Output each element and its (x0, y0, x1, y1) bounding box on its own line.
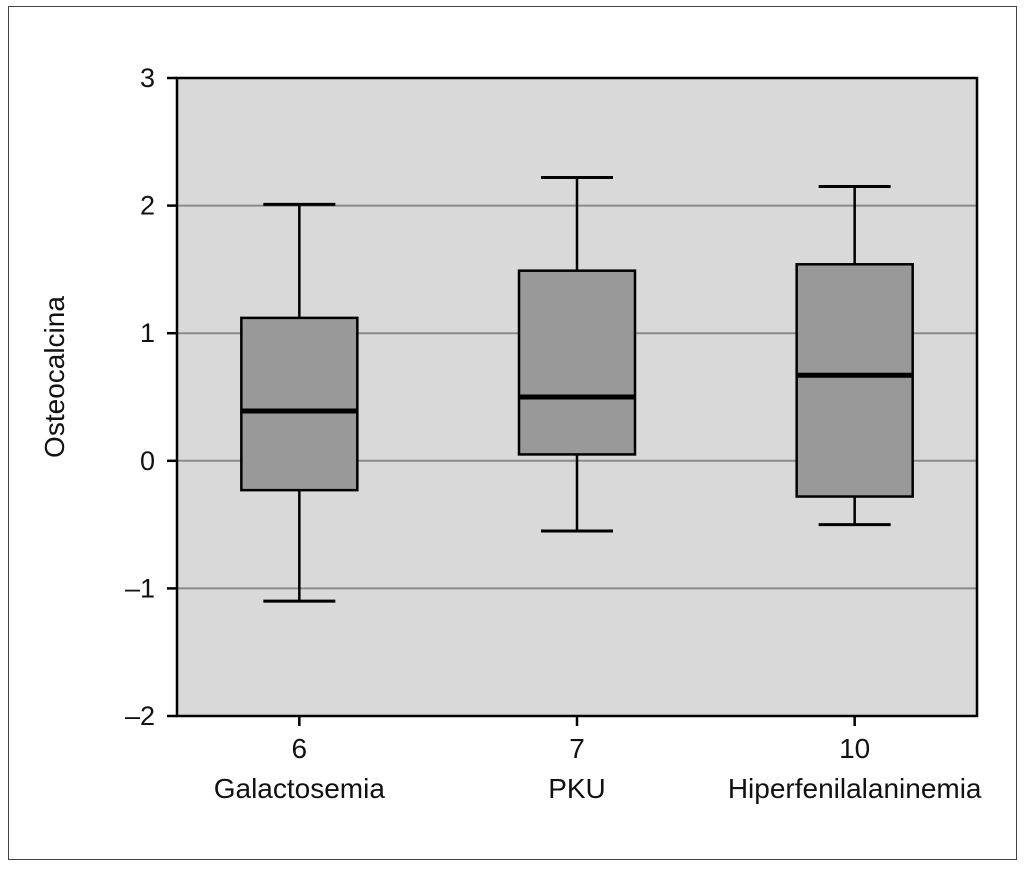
boxes (240, 176, 914, 603)
x-tick-count: 6 (292, 733, 308, 764)
y-tick-label: 3 (140, 63, 155, 93)
x-tick-count: 7 (569, 733, 585, 764)
iqr-box (795, 263, 914, 498)
y-axis: –2 –1 0 1 2 3 (125, 63, 177, 731)
x-axis: 6 Galactosemia 7 PKU 10 Hiperfenilalaninemia (214, 716, 982, 804)
box-galactosemia (240, 202, 359, 603)
x-tick-count: 10 (839, 733, 870, 764)
x-tick-label: Galactosemia (214, 773, 386, 804)
iqr-box (240, 316, 359, 492)
y-axis-title: Osteocalcina (39, 296, 70, 458)
box-hiperfenilalaninemia (795, 184, 914, 527)
y-tick-label: –2 (125, 701, 155, 731)
x-tick-label: Hiperfenilalaninemia (728, 773, 982, 804)
y-tick-label: –1 (125, 573, 155, 603)
y-tick-label: 1 (140, 318, 155, 348)
iqr-box (517, 269, 637, 456)
y-tick-label: 2 (140, 191, 155, 221)
box-pku (517, 176, 637, 533)
x-tick-label: PKU (548, 773, 606, 804)
y-tick-label: 0 (140, 446, 155, 476)
